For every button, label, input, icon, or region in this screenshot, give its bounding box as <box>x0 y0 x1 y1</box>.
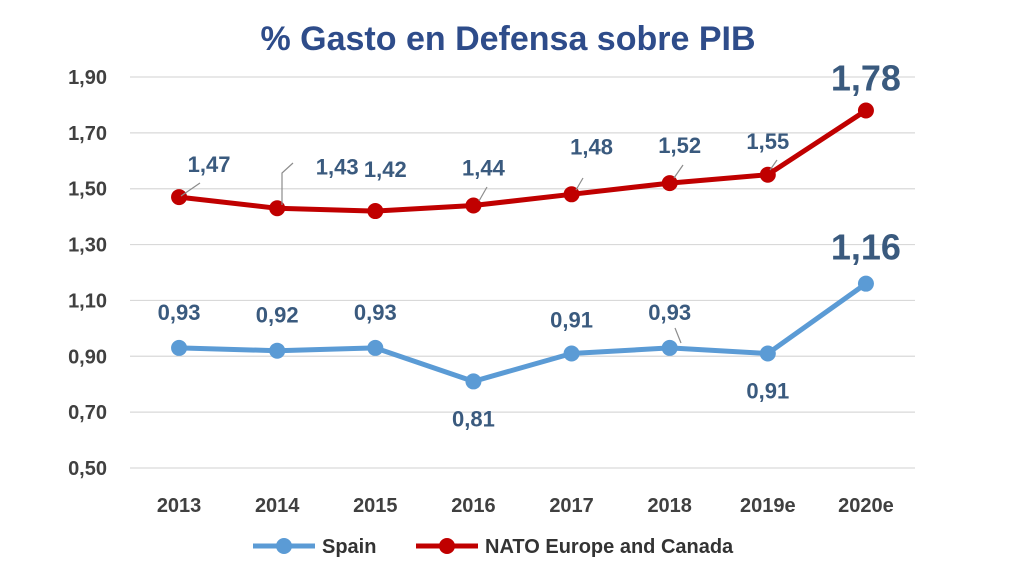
data-point <box>465 197 482 214</box>
data-point <box>269 342 286 359</box>
data-point <box>171 189 188 206</box>
legend-swatch-marker <box>276 538 292 554</box>
data-point <box>171 339 188 356</box>
legend-label: Spain <box>322 536 376 558</box>
x-tick-label: 2015 <box>353 495 398 517</box>
label-leader-line <box>674 327 682 344</box>
series-layer <box>171 102 874 390</box>
data-label: 0,91 <box>550 307 593 332</box>
chart-title: % Gasto en Defensa sobre PIB <box>260 20 755 58</box>
legend: Spain NATO Europe and Canada <box>253 536 734 558</box>
data-label: 0,93 <box>158 300 201 325</box>
series-line-spain <box>176 281 869 384</box>
x-tick-label: 2014 <box>255 495 300 517</box>
y-tick-label: 1,30 <box>68 235 107 257</box>
data-point <box>661 175 678 192</box>
data-point <box>857 275 874 292</box>
data-label: 1,43 <box>316 154 359 179</box>
data-point <box>563 345 580 362</box>
data-label: 1,16 <box>831 227 901 268</box>
data-label: 0,91 <box>746 378 789 403</box>
data-label: 1,48 <box>570 134 613 159</box>
y-tick-label: 0,50 <box>68 458 107 480</box>
x-tick-label: 2016 <box>451 495 496 517</box>
y-tick-label: 0,90 <box>68 346 107 368</box>
data-point <box>269 200 286 217</box>
data-label: 1,42 <box>364 157 407 182</box>
y-tick-label: 1,10 <box>68 290 107 312</box>
x-tick-label: 2018 <box>647 495 692 517</box>
label-leader-line <box>180 182 201 197</box>
data-label: 0,81 <box>452 406 495 431</box>
label-leader-line <box>281 162 294 205</box>
y-tick-label: 1,70 <box>68 123 107 145</box>
legend-label: NATO Europe and Canada <box>485 536 734 558</box>
data-label: 1,52 <box>658 133 701 158</box>
data-label: 0,92 <box>256 303 299 328</box>
y-axis: 0,50 0,70 0,90 1,10 1,30 1,50 1,70 1,90 <box>68 67 107 480</box>
data-label: 0,93 <box>354 300 397 325</box>
data-label: 0,93 <box>648 300 691 325</box>
legend-swatch-marker <box>439 538 455 554</box>
label-leader-line <box>478 186 488 202</box>
data-label: 1,78 <box>831 58 901 99</box>
x-tick-label: 2013 <box>157 495 202 517</box>
data-point <box>367 203 384 220</box>
data-point <box>367 339 384 356</box>
data-point <box>759 345 776 362</box>
data-point <box>857 102 874 119</box>
data-labels-layer: 0,93 0,92 0,93 0,81 0,91 0,93 0,91 1,16 1,47 1,43… <box>158 58 901 432</box>
y-tick-label: 0,70 <box>68 402 107 424</box>
x-tick-label: 2017 <box>549 495 594 517</box>
data-label: 1,47 <box>188 152 231 177</box>
data-label: 1,55 <box>746 129 789 154</box>
label-leader-line <box>575 177 584 191</box>
data-point <box>465 373 482 390</box>
data-label: 1,44 <box>462 155 506 180</box>
x-axis: 2013 2014 2015 2016 2017 2018 2019e 2020e <box>157 495 894 517</box>
data-point <box>661 339 678 356</box>
data-point <box>563 186 580 203</box>
y-tick-label: 1,90 <box>68 67 107 89</box>
label-leader-line <box>673 164 684 179</box>
series-line-nato <box>176 108 869 214</box>
y-tick-label: 1,50 <box>68 179 107 201</box>
x-tick-label: 2020e <box>838 495 894 517</box>
data-point <box>759 166 776 183</box>
x-tick-label: 2019e <box>740 495 796 517</box>
gridlines <box>130 76 915 469</box>
label-leader-line <box>769 159 778 171</box>
